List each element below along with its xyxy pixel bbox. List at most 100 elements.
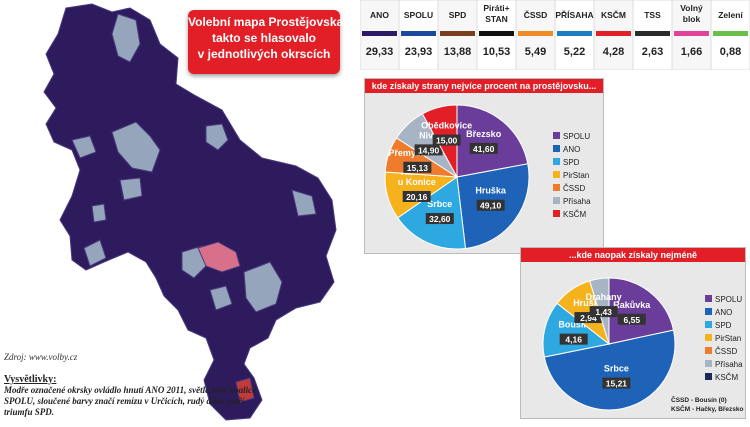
legend-entry: SPD	[563, 158, 580, 167]
value-badge	[617, 313, 646, 325]
value-badge	[574, 312, 603, 324]
party-value: 5,49	[525, 46, 546, 58]
legend-swatch	[553, 210, 560, 217]
district-spolu-10	[291, 189, 317, 217]
legend-entry: ČSSD	[715, 347, 737, 356]
party-value: 13,88	[444, 46, 472, 58]
party-name: Volný	[680, 3, 703, 13]
legend-swatch	[553, 171, 560, 178]
slice-value: 15,00	[436, 136, 458, 146]
party-value: 2,63	[642, 46, 663, 58]
party-color-bar	[635, 31, 670, 36]
slice-label: Obědkovice	[421, 121, 472, 131]
legend-swatch	[553, 158, 560, 165]
pie2-title: ...kde naopak získaly nejméně	[521, 248, 745, 262]
party-name: KSČM	[601, 9, 626, 20]
party-color-bar	[596, 31, 631, 36]
party-name: SPOLU	[404, 10, 433, 20]
results-table-svg: ANO 29,33 SPOLU 23,93 SPD 13,88 Piráti+STAN 10,…	[359, 0, 750, 71]
value-badge	[403, 161, 432, 173]
party-name: Zelení	[718, 10, 743, 20]
party-name: ANO	[370, 10, 389, 20]
legend-swatch	[553, 184, 560, 191]
legend-entry: ČSSD	[563, 184, 585, 193]
district-spd	[235, 377, 255, 403]
party-color-bar	[518, 31, 553, 36]
legend-title: Vysvětlivky:	[4, 374, 57, 385]
slice-label: Drahany	[586, 292, 622, 302]
district-spolu-5	[91, 203, 107, 223]
slice-value: 15,13	[407, 163, 429, 173]
value-badge	[602, 377, 631, 389]
legend-swatch	[705, 308, 712, 315]
party-value: 23,93	[405, 46, 433, 58]
pie2-footnote2: KSČM - Hačky, Březsko (0)	[671, 404, 745, 413]
election-map: Volební mapa Prostějovska: takto se hlas…	[0, 0, 360, 422]
pie1-svg: Březsko41,60Hruška49,10Srbce32,60Rakováu…	[384, 104, 591, 250]
legend-entry: SPOLU	[563, 132, 590, 141]
pie-panel-least: ...kde naopak získaly nejméně Rakůvka 6,5…	[520, 247, 750, 419]
legend-text: Modře označené okrsky ovládlo hnutí ANO …	[4, 385, 257, 417]
slice-label: Srbce	[604, 364, 629, 374]
value-badge	[476, 199, 505, 211]
party-value: 10,53	[483, 46, 511, 58]
party-color-bar	[479, 31, 514, 36]
map-title-box: Volební mapa Prostějovska: takto se hlas…	[188, 10, 348, 74]
slice-value: 15,21	[606, 379, 628, 389]
legend-entry: Přísaha	[563, 197, 591, 206]
slice-label: Bousín	[558, 320, 589, 330]
value-badge	[559, 333, 588, 345]
party-name: ČSSD	[524, 9, 548, 20]
party-value: 0,88	[720, 46, 741, 58]
legend-swatch	[705, 334, 712, 341]
legend-entry: ANO	[563, 145, 580, 154]
pie-panel-most: kde získaly strany nejvíce procent na pr…	[364, 78, 604, 254]
source-note: Zdroj: www.volby.cz	[4, 352, 78, 362]
value-badge	[414, 144, 443, 156]
party-name: SPD	[449, 10, 466, 20]
legend-entry: Přísaha	[715, 360, 743, 369]
district-spolu-3	[205, 123, 229, 151]
pie-slice	[456, 104, 529, 178]
slice-value: 41,60	[473, 144, 495, 154]
legend-swatch	[705, 360, 712, 367]
district-spolu-9	[243, 261, 283, 313]
value-badge	[589, 306, 618, 318]
slice-label: Hruška	[573, 298, 605, 308]
map-title-line2: takto se hlasovalo	[211, 31, 317, 45]
slice-label: u Konice	[398, 177, 436, 187]
pie-slice	[542, 302, 611, 358]
district-spolu-11	[209, 285, 233, 311]
party-value: 5,22	[564, 46, 585, 58]
party-value: 4,28	[603, 46, 624, 58]
slice-label: Březsko	[466, 129, 502, 139]
value-badge	[432, 134, 461, 146]
party-color-bar	[362, 31, 397, 36]
pie-slice	[543, 329, 676, 411]
party-name: blok	[683, 14, 701, 24]
district-spolu-2	[111, 121, 161, 173]
party-name: Piráti+	[483, 3, 509, 13]
party-value: 29,33	[366, 46, 394, 58]
party-color-bar	[401, 31, 436, 36]
legend-swatch	[705, 373, 712, 380]
slice-label: Hruška	[475, 186, 507, 196]
slice-value: 4,16	[565, 335, 582, 345]
district-tie-urcice	[197, 241, 241, 273]
legend-entry: SPD	[715, 321, 732, 330]
slice-value: 2,94	[580, 313, 597, 323]
value-badge	[402, 190, 431, 202]
district-spolu-1	[111, 13, 141, 63]
legend-entry: KSČM	[563, 210, 586, 219]
district-spolu-6	[119, 177, 143, 201]
map-title-line1: Volební mapa Prostějovska:	[188, 15, 348, 29]
party-color-bar	[440, 31, 475, 36]
party-color-bar	[557, 31, 592, 36]
district-map	[43, 3, 337, 421]
party-name: TSS	[644, 10, 661, 20]
slice-label: Niva	[419, 130, 439, 140]
slice-value: 20,16	[406, 192, 428, 202]
value-badge	[469, 142, 498, 154]
pie2-svg: Rakůvka 6,55 Srbce 15,21 Bousín 4,16 Hruška 2,9…	[542, 277, 750, 413]
slice-label: Srbce	[427, 199, 452, 209]
